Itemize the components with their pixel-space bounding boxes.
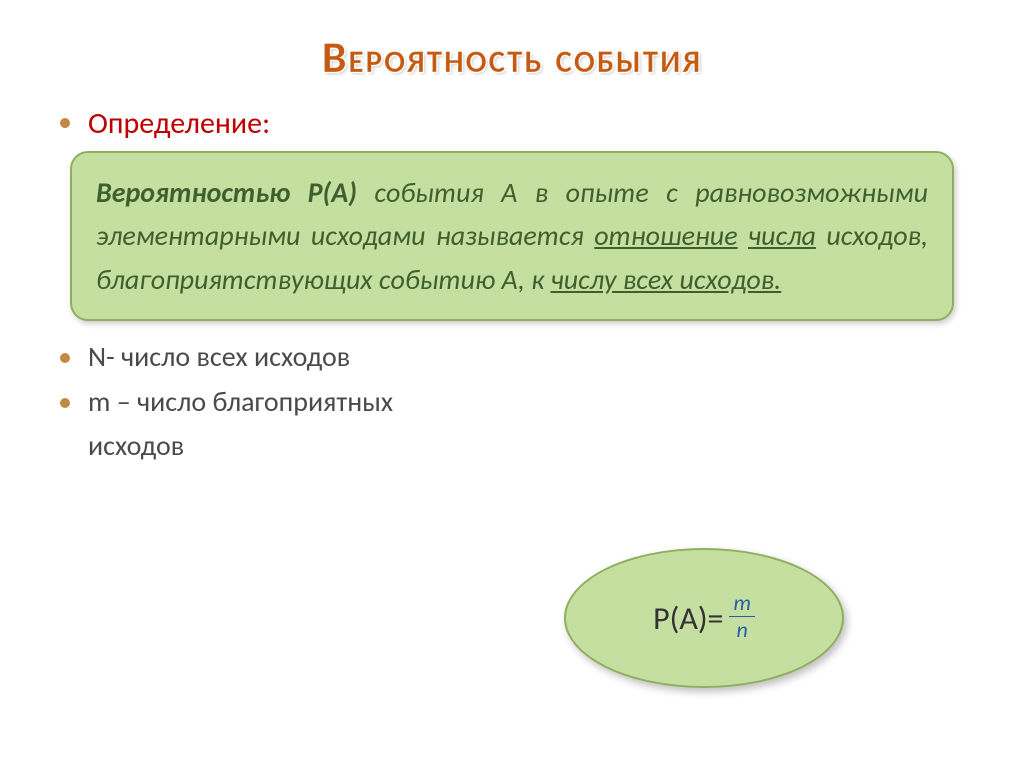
definition-label: Определение: xyxy=(88,104,270,143)
n-text: N- число всех исходов xyxy=(88,339,350,375)
n-row: N- число всех исходов xyxy=(60,339,964,375)
definition-u1: отношение xyxy=(594,218,737,253)
slide: Вероятность события Определение: Вероятн… xyxy=(0,0,1024,768)
definition-u2: числа xyxy=(748,218,816,253)
bullet-dot-icon xyxy=(60,118,70,128)
definition-label-row: Определение: xyxy=(60,104,964,143)
definition-lead: Вероятностью Р(А) xyxy=(96,175,357,210)
definition-gap1 xyxy=(738,218,748,253)
formula-oval: Р(А)= m n xyxy=(564,548,844,688)
m-text-2: исходов xyxy=(88,428,964,463)
definition-u3: числу всех исходов. xyxy=(551,262,782,297)
slide-title: Вероятность события xyxy=(60,30,964,84)
bullet-dot-icon xyxy=(60,398,70,408)
formula-numerator: m xyxy=(729,592,754,614)
formula-denominator: n xyxy=(733,619,752,641)
formula: Р(А)= m n xyxy=(653,594,755,643)
formula-lhs: Р(А)= xyxy=(653,599,723,638)
formula-fraction: m n xyxy=(729,592,754,641)
bullet-dot-icon xyxy=(60,353,70,363)
m-row: m – число благоприятных xyxy=(60,384,964,420)
m-text: m – число благоприятных xyxy=(88,384,393,420)
definition-box: Вероятностью Р(А) события А в опыте с ра… xyxy=(70,151,954,321)
